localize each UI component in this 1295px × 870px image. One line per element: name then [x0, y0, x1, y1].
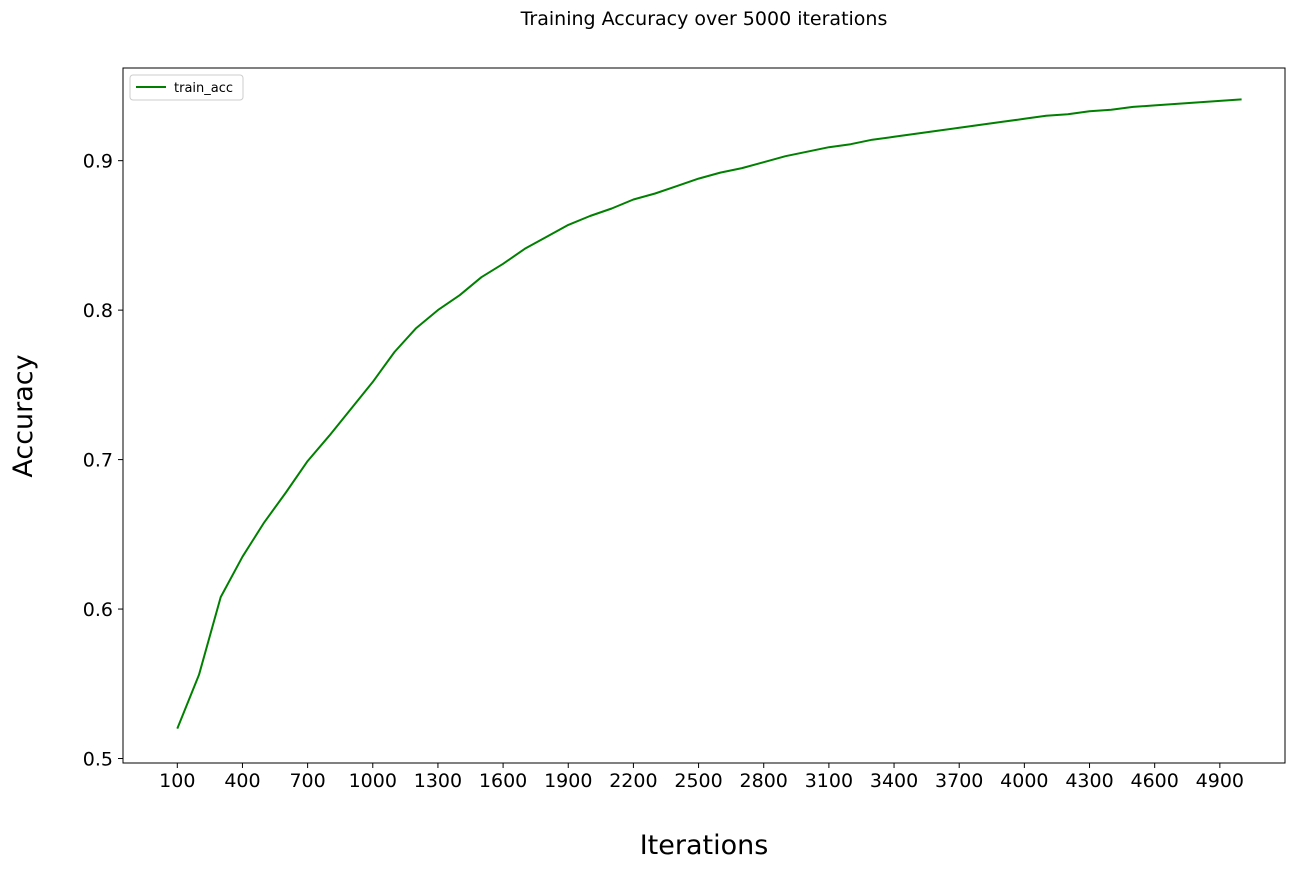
- plot-frame: [122, 67, 1286, 764]
- x-tick-label: 3400: [870, 770, 918, 792]
- x-tick-label: 2800: [740, 770, 788, 792]
- x-tick-label: 4000: [1000, 770, 1048, 792]
- x-tick-label: 2200: [609, 770, 657, 792]
- x-tick-label: 1600: [479, 770, 527, 792]
- x-tick-label: 4900: [1196, 770, 1244, 792]
- x-tick-label: 700: [289, 770, 325, 792]
- x-tick-label: 100: [159, 770, 195, 792]
- legend-label: train_acc: [174, 81, 233, 96]
- y-axis-label: Accuracy: [8, 354, 39, 477]
- x-tick-label: 1300: [414, 770, 462, 792]
- series-line-train_acc: [176, 98, 1242, 729]
- x-tick-label: 4300: [1065, 770, 1113, 792]
- chart-title: Training Accuracy over 5000 iterations: [520, 8, 888, 30]
- x-tick-label: 4600: [1131, 770, 1179, 792]
- y-tick-label: 0.9: [83, 151, 113, 173]
- x-tick-label: 3700: [935, 770, 983, 792]
- x-tick-label: 2500: [674, 770, 722, 792]
- x-tick-label: 1000: [349, 770, 397, 792]
- x-axis-label: Iterations: [640, 830, 769, 861]
- y-tick-label: 0.6: [83, 599, 113, 621]
- y-tick-label: 0.5: [83, 749, 113, 771]
- legend-box: [129, 74, 244, 101]
- x-tick-label: 400: [224, 770, 260, 792]
- plot-area: 100 400 700 1000 1300 1600 1900 2200 2500 2800 310…: [83, 67, 1286, 792]
- y-tick-label: 0.7: [83, 450, 113, 472]
- x-tick-label: 3100: [805, 770, 853, 792]
- x-tick-label: 1900: [544, 770, 592, 792]
- y-tick-label: 0.8: [83, 300, 113, 322]
